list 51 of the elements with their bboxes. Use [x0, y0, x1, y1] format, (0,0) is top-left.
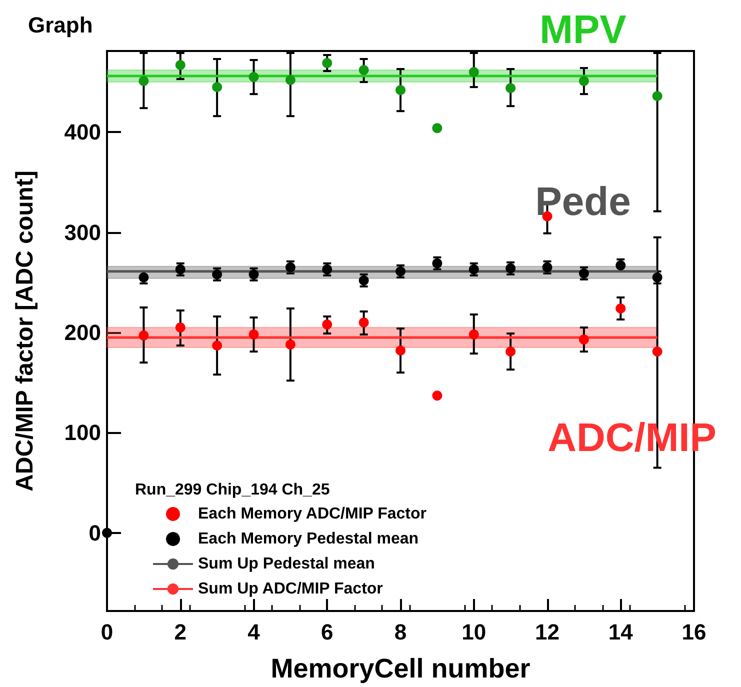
legend-label: Each Memory ADC/MIP Factor	[198, 506, 426, 522]
x-tick-label: 8	[394, 620, 407, 644]
x-tick-label: 10	[462, 620, 486, 644]
point	[285, 75, 296, 86]
point	[175, 60, 186, 70]
point	[212, 82, 222, 92]
point	[506, 346, 516, 357]
x-tick-label: 2	[174, 620, 186, 644]
x-axis-title: MemoryCell number	[270, 654, 531, 684]
legend-label: Sum Up ADC/MIP Factor	[198, 580, 383, 598]
point	[506, 83, 516, 94]
point	[468, 330, 479, 340]
point	[396, 85, 406, 96]
point	[358, 317, 369, 328]
point	[102, 528, 112, 538]
point	[396, 346, 406, 356]
point	[322, 319, 332, 330]
y-tick-label: 0	[88, 520, 101, 546]
point	[652, 346, 662, 357]
x-tick-label: 4	[248, 620, 261, 644]
x-tick-label: 12	[535, 620, 560, 644]
y-axis-title: ADC/MIP factor [ADC count]	[12, 170, 38, 492]
x-tick-label: 6	[321, 620, 334, 644]
annotation: MPV	[540, 8, 627, 52]
point	[578, 76, 589, 86]
point	[432, 390, 442, 401]
point	[432, 123, 442, 134]
legend-label: Sum Up Pedestal mean	[198, 556, 375, 572]
point	[248, 72, 259, 82]
y-tick-label: 200	[64, 320, 101, 346]
point	[578, 334, 589, 345]
y-tick-label: 100	[64, 420, 101, 446]
point	[616, 303, 626, 314]
legend-label: Each Memory Pedestal mean	[198, 530, 419, 548]
point	[468, 67, 479, 78]
x-tick-label: 16	[682, 620, 706, 644]
y-tick-label: 400	[64, 120, 101, 145]
chart-title: Graph	[28, 12, 93, 38]
point	[248, 330, 259, 340]
point	[358, 65, 369, 76]
point	[138, 330, 149, 341]
point	[212, 340, 222, 351]
x-tick-label: 14	[608, 620, 634, 644]
point	[285, 340, 296, 350]
point	[138, 76, 149, 86]
y-tick-label: 300	[64, 220, 101, 245]
point	[652, 91, 662, 102]
point	[175, 322, 186, 332]
annotation: Pede	[535, 180, 631, 224]
legend-title: Run_299 Chip_194 Ch_25	[135, 482, 330, 498]
point	[322, 58, 332, 68]
